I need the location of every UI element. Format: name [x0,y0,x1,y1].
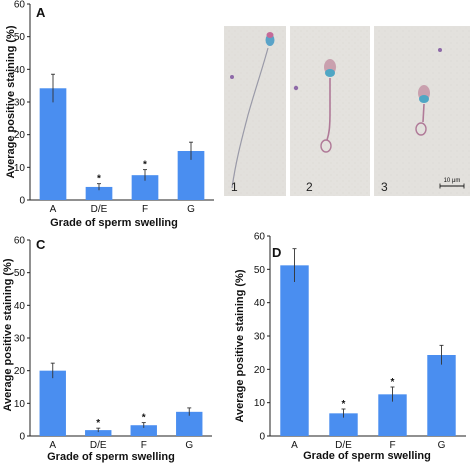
y-tick-label-a: 20 [14,130,26,141]
x-axis-label-d: Grade of sperm swelling [303,450,431,462]
panel-label-d: D [272,245,281,260]
y-tick-label-a: 60 [14,0,26,11]
y-tick-label-d: 0 [259,432,265,443]
bar-a [39,88,67,200]
significance-marker-a: * [97,174,101,185]
sperm-coiled-tail-3 [415,122,427,136]
bar-c [39,370,66,436]
sperm-stain-2 [325,69,335,77]
y-tick-label-a: 30 [14,98,26,109]
significance-marker-d: * [391,377,395,388]
panel-label-a: A [36,5,46,20]
y-tick-label-a: 10 [14,163,26,174]
y-tick-label-c: 60 [14,236,26,247]
y-tick-label-c: 50 [14,268,26,279]
bar-a [85,186,113,200]
scale-bar-label: 10 μm [444,178,461,184]
y-tick-label-d: 10 [254,398,266,409]
x-tick-label-a: G [187,204,195,215]
bar-d [280,265,309,436]
bar-d [427,355,456,436]
y-tick-label-c: 30 [14,334,26,345]
significance-marker-a: * [143,160,147,171]
chart-c: C Average positive staining (%) Grade of… [2,236,212,463]
chart-d: D Average positive staining (%) Grade of… [234,232,466,462]
chart-a: A Average positive staining (%) Grade of… [5,0,214,229]
y-tick-label-c: 20 [14,366,26,377]
x-tick-label-c: D/E [90,440,107,451]
y-tick-label-a: 0 [19,196,25,207]
plot-area-a: 0 10 20 30 40 50 60 A * D/E * F G [14,0,214,215]
x-tick-label-c: A [49,440,56,451]
bar-d [329,413,358,436]
y-tick-label-c: 10 [14,399,26,410]
micrograph-number-2: 2 [306,180,313,194]
x-tick-label-c: G [185,440,193,451]
x-tick-label-a: F [142,204,148,215]
micrograph-2: 2 [290,26,370,196]
micrograph-1: 1 [224,26,286,196]
y-tick-label-c: 40 [14,301,26,312]
debris-dot-2 [293,85,299,91]
y-axis-label-d: Average positive staining (%) [234,269,246,422]
sperm-midpiece-2 [326,78,331,141]
micrograph-3-texture [374,26,470,196]
sperm-midpiece-3 [422,103,425,123]
sperm-coiled-tail-2 [320,139,332,153]
y-axis-label-c: Average positive staining (%) [2,258,14,411]
plot-area-d: 0 10 20 30 40 50 60 A * D/E * F G [254,232,466,451]
micrograph-number-3: 3 [381,180,388,194]
y-tick-label-d: 60 [254,232,266,243]
y-tick-label-a: 50 [14,32,26,43]
debris-dot-1 [230,75,234,79]
y-axis-label-a: Average positive staining (%) [5,25,17,178]
y-tick-label-c: 0 [19,432,25,443]
x-tick-label-d: D/E [335,440,352,451]
y-tick-label-d: 20 [254,365,266,376]
bar-c [130,425,157,436]
y-tick-label-d: 40 [254,298,266,309]
bar-c [176,411,203,436]
plot-area-c: 0 10 20 30 40 50 60 A * D/E * F G [14,236,212,451]
y-tick-label-a: 40 [14,65,26,76]
debris-dot-3 [438,48,442,52]
micrograph-3: 3 10 μm [374,26,470,196]
significance-marker-c: * [142,413,146,424]
x-tick-label-a: D/E [91,204,108,215]
panel-label-c: C [36,237,46,252]
sperm-stain-3 [419,95,429,103]
sperm-acrosome-1 [266,32,274,38]
bar-c [85,430,112,436]
x-axis-label-a: Grade of sperm swelling [50,217,178,229]
x-tick-label-d: G [438,440,446,451]
micrograph-1-texture [224,26,286,196]
y-tick-label-d: 50 [254,265,266,276]
x-tick-label-d: A [291,440,298,451]
x-tick-label-c: F [141,440,147,451]
micrograph-number-1: 1 [231,180,238,194]
x-tick-label-d: F [389,440,395,451]
significance-marker-d: * [342,399,346,410]
x-tick-label-a: A [50,204,57,215]
sperm-tail-1 [231,47,269,189]
x-axis-label-c: Grade of sperm swelling [47,451,175,463]
significance-marker-c: * [96,418,100,429]
micrograph-panel-b: B 1 2 [224,26,470,196]
y-tick-label-d: 30 [254,332,266,343]
